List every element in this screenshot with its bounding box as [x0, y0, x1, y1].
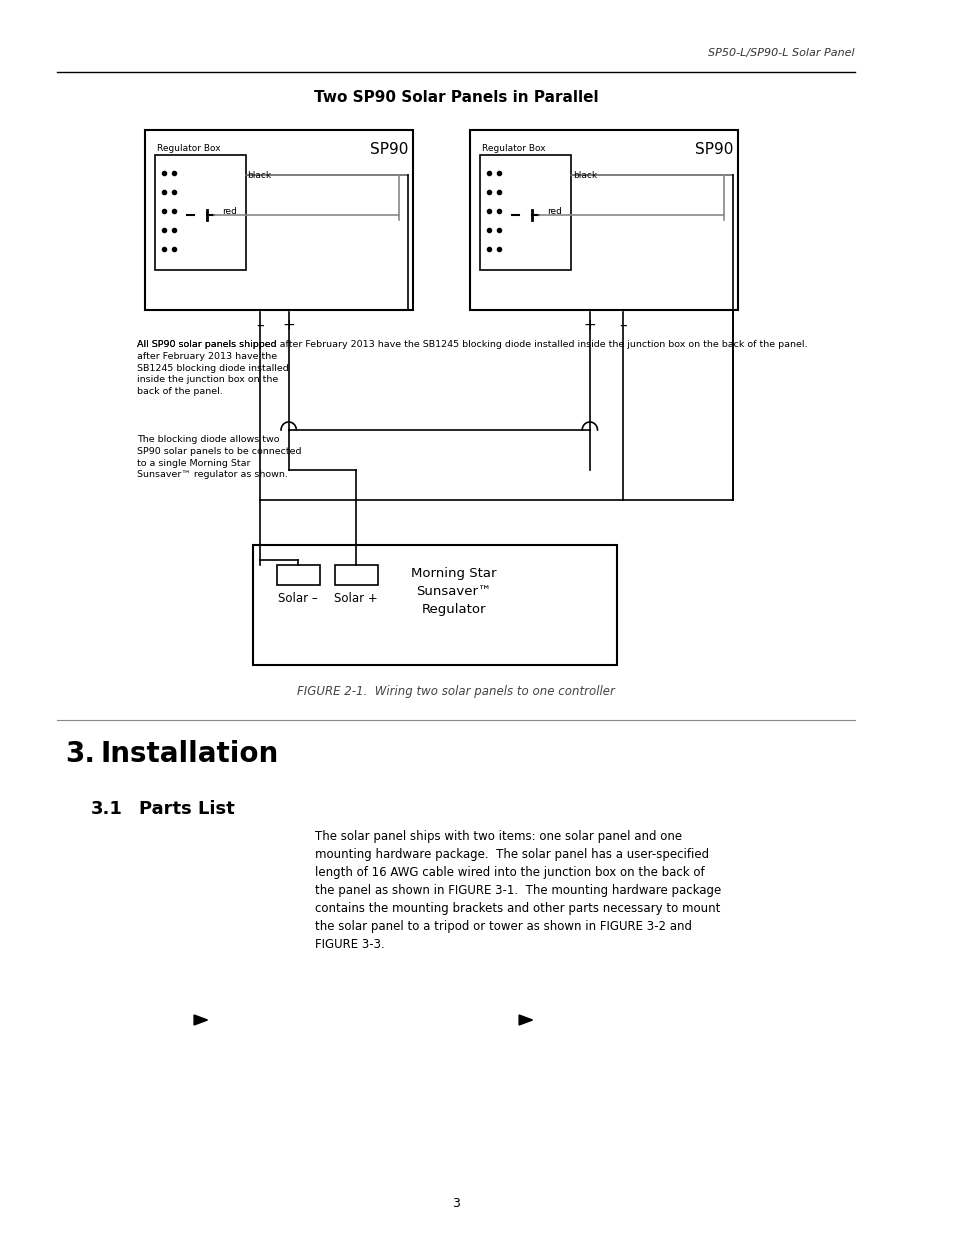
Text: Regulator Box: Regulator Box [156, 144, 220, 153]
Text: black: black [248, 170, 272, 179]
Bar [145, 130, 413, 310]
Text: Solar –: Solar – [278, 592, 317, 605]
Text: The solar panel ships with two items: one solar panel and one
mounting hardware : The solar panel ships with two items: on… [315, 830, 721, 951]
Text: Solar +: Solar + [334, 592, 377, 605]
Bar [253, 545, 616, 664]
Text: red: red [221, 207, 236, 216]
Text: +: + [282, 317, 294, 333]
Text: FIGURE 2-1.  Wiring two solar panels to one controller: FIGURE 2-1. Wiring two solar panels to o… [296, 685, 615, 698]
Text: Morning Star: Morning Star [411, 567, 497, 580]
Bar [335, 564, 377, 585]
Text: Sunsaver™: Sunsaver™ [416, 585, 491, 598]
Polygon shape [518, 1015, 532, 1025]
Text: All SP90 solar panels shipped
after February 2013 have the
SB1245 blocking diode: All SP90 solar panels shipped after Febr… [136, 340, 288, 396]
Text: 3: 3 [452, 1197, 459, 1210]
Text: red: red [546, 207, 561, 216]
Text: SP50-L/SP90-L Solar Panel: SP50-L/SP90-L Solar Panel [707, 48, 854, 58]
Text: Parts List: Parts List [138, 800, 234, 818]
Text: Installation: Installation [100, 740, 278, 768]
Bar [479, 156, 570, 270]
Text: Regulator: Regulator [421, 603, 486, 616]
Text: SP90: SP90 [370, 142, 408, 157]
Bar [470, 130, 738, 310]
Bar [277, 564, 320, 585]
Text: Regulator Box: Regulator Box [481, 144, 545, 153]
Text: The blocking diode allows two
SP90 solar panels to be connected
to a single Morn: The blocking diode allows two SP90 solar… [136, 435, 301, 479]
Text: +: + [583, 317, 596, 333]
Polygon shape [193, 1015, 207, 1025]
Text: 3.1: 3.1 [91, 800, 123, 818]
Text: black: black [572, 170, 597, 179]
Text: –: – [256, 317, 264, 333]
Bar [154, 156, 246, 270]
Text: All SP90 solar panels shipped after February 2013 have the SB1245 blocking diode: All SP90 solar panels shipped after Febr… [136, 340, 806, 350]
Text: –: – [618, 317, 626, 333]
Text: Two SP90 Solar Panels in Parallel: Two SP90 Solar Panels in Parallel [314, 90, 598, 105]
Text: 3.: 3. [65, 740, 95, 768]
Text: SP90: SP90 [694, 142, 733, 157]
